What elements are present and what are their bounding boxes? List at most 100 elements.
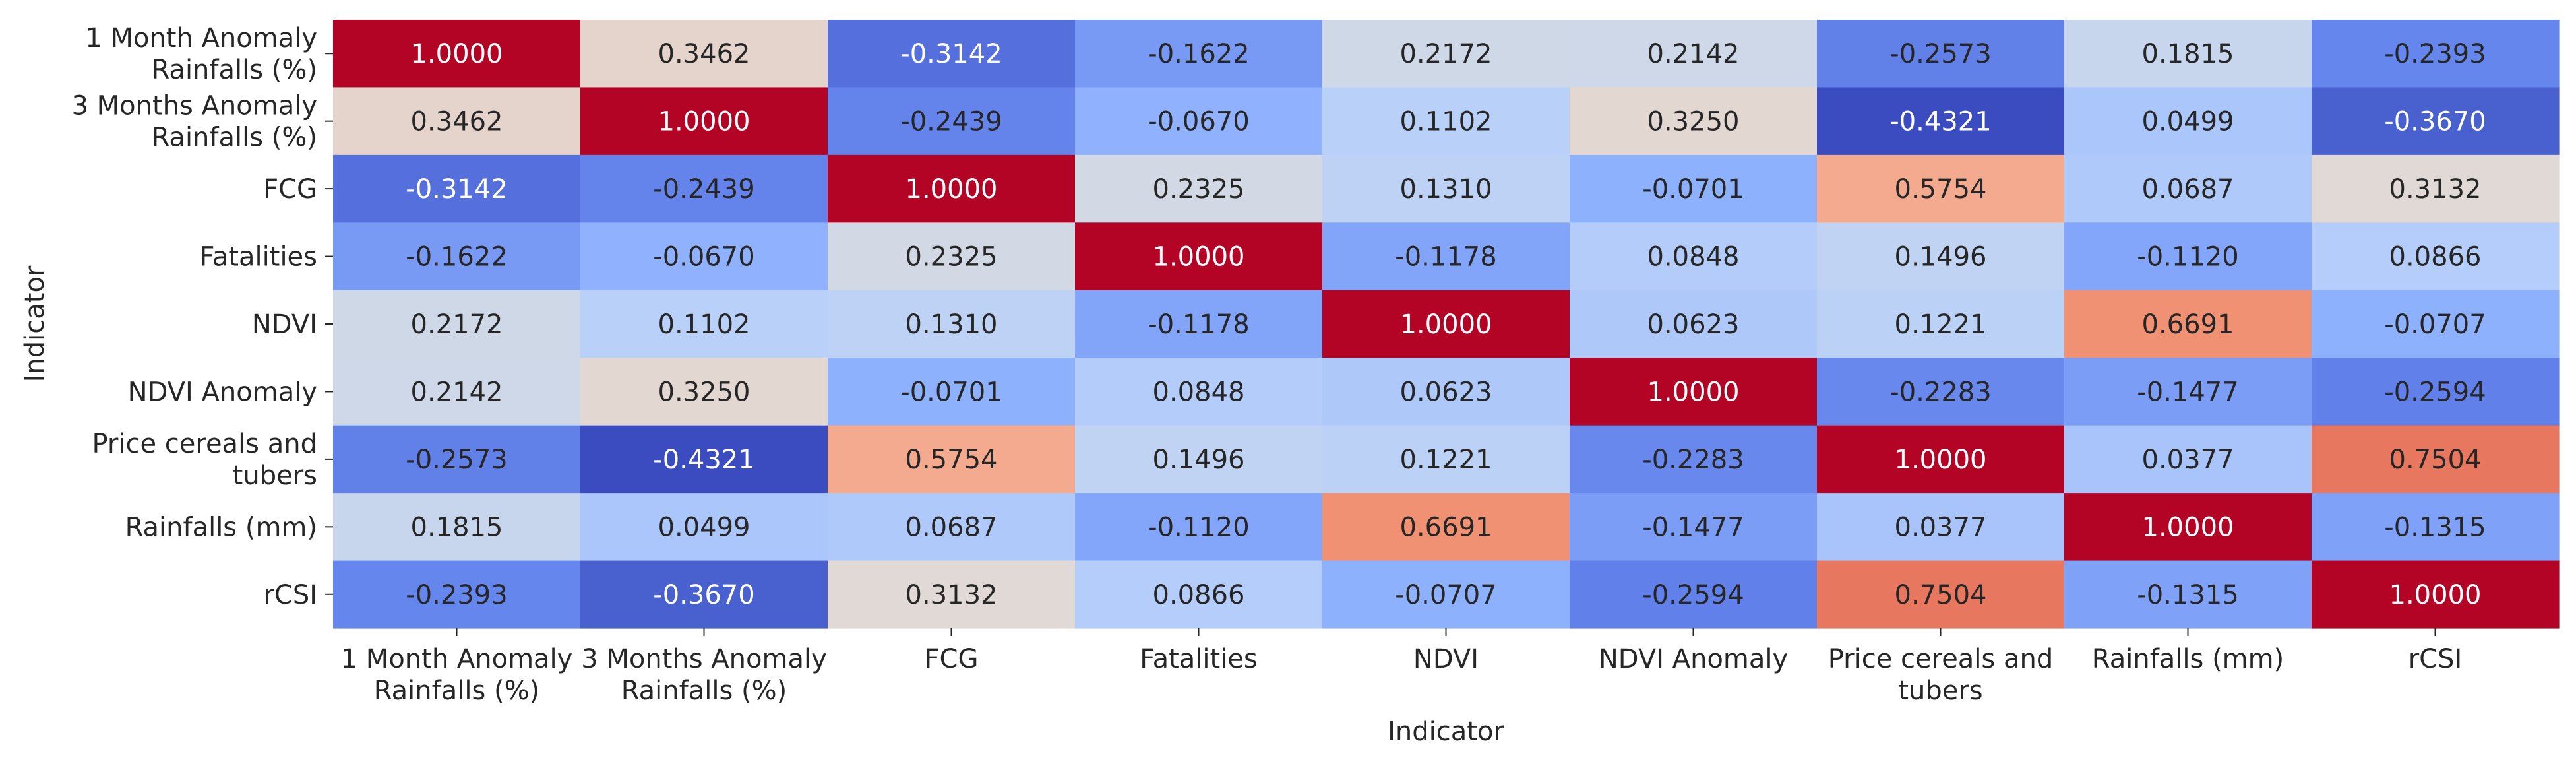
heatmap-cell-value: -0.0707 (1395, 580, 1496, 610)
heatmap-cell-value: 0.2325 (1153, 174, 1245, 205)
heatmap-cell-value: -0.0670 (1148, 107, 1249, 137)
heatmap-cell-value: 0.7504 (2389, 445, 2482, 475)
heatmap-cell-value: 0.0687 (905, 512, 998, 542)
heatmap-cell-value: 0.2325 (905, 242, 998, 273)
heatmap-cell-value: 0.0866 (1153, 580, 1245, 610)
heatmap-cell (2064, 425, 2312, 494)
heatmap-cell-value: 1.0000 (905, 174, 998, 205)
heatmap-cell-value: -0.1315 (2137, 580, 2238, 610)
heatmap-cell (333, 560, 581, 629)
heatmap-cell-value: -0.0701 (900, 377, 1002, 407)
heatmap-cell-value: 0.1815 (411, 512, 503, 542)
heatmap-cell-value: -0.2573 (1889, 39, 1991, 69)
heatmap-cell (2064, 20, 2312, 88)
heatmap-cell (1570, 87, 1818, 156)
heatmap-cell-value: 1.0000 (1153, 242, 1245, 273)
heatmap-cell-value: 0.0866 (2389, 242, 2482, 273)
heatmap-cell-value: 0.3462 (411, 107, 503, 137)
heatmap-cell-value: 0.0623 (1647, 309, 1740, 340)
heatmap-cell-value: -0.1178 (1395, 242, 1496, 273)
heatmap-cell (1075, 290, 1323, 358)
x-tick-label: rCSI (2408, 644, 2463, 674)
heatmap-cell (1322, 87, 1570, 156)
heatmap-cell (1570, 20, 1818, 88)
heatmap-cell (1817, 154, 2065, 223)
heatmap-cell (828, 493, 1076, 561)
heatmap-cell (828, 290, 1076, 358)
heatmap-cell-value: -0.2573 (406, 445, 507, 475)
heatmap-cell-value: 0.3132 (905, 580, 998, 610)
heatmap-cell-value: -0.2439 (653, 174, 754, 205)
heatmap-cell (828, 20, 1076, 88)
heatmap-cell-value: 1.0000 (411, 39, 503, 69)
x-axis-title: Indicator (1388, 717, 1504, 747)
heatmap-cell (1322, 560, 1570, 629)
y-tick-label: FCG (263, 174, 317, 205)
heatmap-cell (333, 154, 581, 223)
heatmap-cell (2312, 560, 2560, 629)
heatmap-cell-labels: 1.0000 0.3462 -0.3142 -0.1622 0.2172 0.2142 -0… (406, 39, 2486, 610)
heatmap-cell (580, 87, 828, 156)
y-tick-label: 1 Month Anomaly Rainfalls (%) (85, 23, 317, 85)
heatmap-cell (2312, 20, 2560, 88)
heatmap-cell-value: 1.0000 (1647, 377, 1740, 407)
heatmap-cell (1322, 358, 1570, 426)
heatmap-cell (828, 87, 1076, 156)
y-tick-label: Price cereals and tubers (92, 429, 317, 491)
heatmap-cell-value: 0.0848 (1647, 242, 1740, 273)
heatmap-cell (1075, 493, 1323, 561)
heatmap-cell (580, 222, 828, 291)
heatmap-cell-value: -0.1315 (2384, 512, 2486, 542)
heatmap-cell (2064, 290, 2312, 358)
heatmap-cell (1075, 154, 1323, 223)
heatmap-cell (580, 425, 828, 494)
heatmap-cell (2064, 358, 2312, 426)
heatmap-cell-value: -0.1178 (1148, 309, 1249, 340)
heatmap-cell (580, 493, 828, 561)
heatmap-cell (1075, 87, 1323, 156)
heatmap-cell (2312, 222, 2560, 291)
heatmap-cell (1817, 560, 2065, 629)
heatmap-cell-value: 0.2172 (1400, 39, 1492, 69)
heatmap-cell (333, 87, 581, 156)
heatmap-cell (1817, 493, 2065, 561)
x-tick-label: 1 Month Anomaly Rainfalls (%) (341, 644, 573, 706)
heatmap-cell-value: -0.1120 (1148, 512, 1249, 542)
heatmap-cell (1570, 222, 1818, 291)
heatmap-cell (1075, 358, 1323, 426)
heatmap-cell-value: -0.3670 (653, 580, 754, 610)
heatmap-cell-value: 0.5754 (1895, 174, 1987, 205)
heatmap-cell (2312, 154, 2560, 223)
heatmap-cell (1075, 560, 1323, 629)
heatmap-cell-value: 0.0623 (1400, 377, 1492, 407)
heatmap-cell (1322, 425, 1570, 494)
heatmap-cell (2312, 87, 2560, 156)
heatmap-cell-value: 0.3132 (2389, 174, 2482, 205)
heatmap-cell (333, 358, 581, 426)
heatmap-cell-value: 0.1310 (905, 309, 998, 340)
heatmap-cell-value: 0.0377 (1895, 512, 1987, 542)
heatmap-cell (1322, 290, 1570, 358)
x-axis-ticks: 1 Month Anomaly Rainfalls (%)3 Months Ano… (341, 628, 2463, 706)
heatmap-cell-value: 0.0848 (1153, 377, 1245, 407)
y-tick-label: NDVI Anomaly (128, 377, 317, 407)
heatmap-cell-value: 0.1496 (1895, 242, 1987, 273)
heatmap-cell (333, 290, 581, 358)
heatmap-cell-value: -0.1477 (1642, 512, 1744, 542)
heatmap-cell (2064, 154, 2312, 223)
y-tick-label: Rainfalls (mm) (125, 512, 317, 542)
heatmap-cell-value: 1.0000 (1400, 309, 1492, 340)
heatmap-cell-value: -0.2439 (900, 107, 1002, 137)
heatmap-cell-value: -0.3142 (406, 174, 507, 205)
heatmap-cell (1817, 87, 2065, 156)
heatmap-cell-value: 0.3462 (658, 39, 751, 69)
heatmap-cell-value: 0.2172 (411, 309, 503, 340)
heatmap-cell-value: -0.4321 (1889, 107, 1991, 137)
y-tick-label: 3 Months Anomaly Rainfalls (%) (71, 91, 317, 153)
heatmap-cell-value: 0.0687 (2142, 174, 2234, 205)
y-tick-label: Fatalities (199, 242, 317, 273)
x-tick-label: NDVI Anomaly (1599, 644, 1788, 674)
heatmap-cell (1322, 493, 1570, 561)
